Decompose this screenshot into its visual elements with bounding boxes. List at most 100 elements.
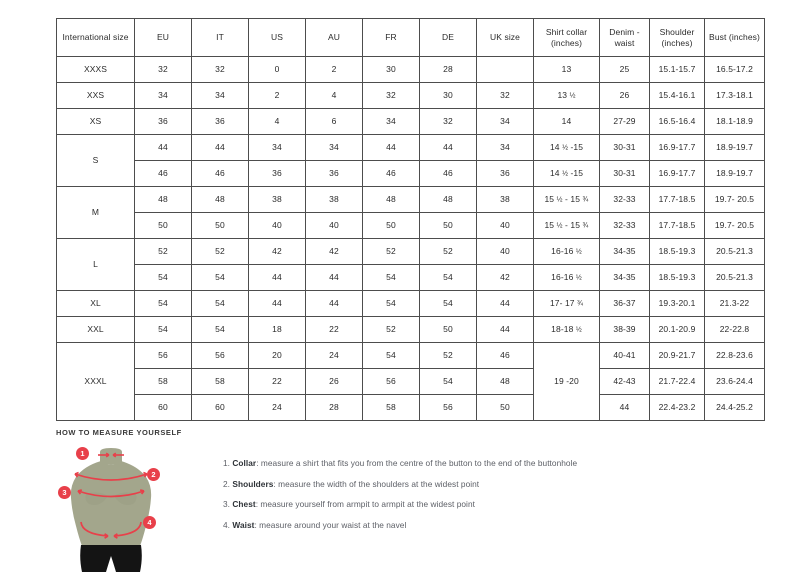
table-cell: 18.5-19.3 — [649, 238, 705, 265]
table-cell: 54 — [134, 264, 192, 291]
size-chart-table: International size EU IT US AU FR DE UK size Shi… — [56, 18, 765, 421]
size-label-cell: XS — [56, 108, 135, 135]
table-header: International size EU IT US AU FR DE UK size Shi… — [56, 18, 765, 57]
table-cell: 21.3-22 — [704, 290, 765, 317]
table-cell: 34 — [134, 82, 192, 109]
table-cell: 44 — [134, 134, 192, 161]
table-cell: 52 — [362, 316, 420, 343]
table-cell: 15.1-15.7 — [649, 56, 705, 83]
table-cell: 54 — [419, 368, 477, 395]
table-cell: 56 — [191, 342, 249, 369]
table-cell: 18 — [248, 316, 306, 343]
body-measurement-diagram: 1 2 3 4 — [56, 446, 168, 574]
table-column-header-11: Bust (inches) — [704, 18, 765, 57]
table-cell: 36 — [305, 160, 363, 187]
table-cell: 15 ½ - 15 ¾ — [533, 212, 600, 239]
table-cell: 44 — [362, 134, 420, 161]
size-label-cell: XXXS — [56, 56, 135, 83]
table-column-header-3: US — [248, 18, 306, 57]
table-cell: 44 — [305, 264, 363, 291]
table-row: 60 60 24 28 58 56 50 44 22.4-23.2 24.4-25.2 — [57, 394, 765, 421]
table-cell: 32 — [476, 82, 534, 109]
table-column-header-2: IT — [191, 18, 249, 57]
table-cell: 16.5-16.4 — [649, 108, 705, 135]
table-cell: 20 — [248, 342, 306, 369]
table-cell: 32 — [419, 108, 477, 135]
table-cell: 38-39 — [599, 316, 650, 343]
table-cell: 34-35 — [599, 264, 650, 291]
table-cell: 19 -20 — [533, 342, 600, 421]
table-cell: 56 — [362, 368, 420, 395]
instruction-text: : measure a shirt that fits you from the… — [256, 458, 578, 468]
measure-instruction-1: 1. Collar: measure a shirt that fits you… — [223, 458, 577, 469]
table-row: XL 54 54 44 44 54 54 44 17- 17 ¾ 36-37 19.3-20.1 21… — [56, 290, 765, 317]
table-cell: 54 — [191, 316, 249, 343]
table-cell: 54 — [362, 342, 420, 369]
table-cell: 17- 17 ¾ — [533, 290, 600, 317]
measure-badge-2: 2 — [147, 468, 160, 481]
table-cell: 32 — [191, 56, 249, 83]
size-label-cell: XXL — [56, 316, 135, 343]
table-cell: 28 — [305, 394, 363, 421]
table-cell: 58 — [362, 394, 420, 421]
table-cell: 34 — [476, 108, 534, 135]
neck-shape — [100, 448, 122, 465]
instruction-term: Chest — [232, 499, 256, 510]
table-cell: 50 — [134, 212, 192, 239]
table-cell: 26 — [305, 368, 363, 395]
table-cell: 32-33 — [599, 212, 650, 239]
table-cell: 16.9-17.7 — [649, 160, 705, 187]
table-cell: 24 — [305, 342, 363, 369]
table-cell: 40 — [476, 238, 534, 265]
table-cell: 44 — [248, 264, 306, 291]
table-row: XXS 34 34 2 4 32 30 32 13 ½ 26 15.4-16.1 17.3-18.1 — [56, 82, 765, 109]
instruction-term: Collar — [232, 458, 257, 468]
shoulder-measure-arrow — [74, 471, 148, 481]
table-cell: 36 — [134, 108, 192, 135]
table-cell: 42 — [248, 238, 306, 265]
table-column-header-6: DE — [419, 18, 477, 57]
table-cell: 50 — [362, 212, 420, 239]
table-cell: 48 — [191, 186, 249, 213]
table-cell: 23.6-24.4 — [704, 368, 765, 395]
how-to-measure-section: HOW TO MEASURE YOURSELF — [56, 428, 756, 574]
table-cell: 34 — [191, 82, 249, 109]
table-cell: 18.5-19.3 — [649, 264, 705, 291]
table-cell: 46 — [134, 160, 192, 187]
table-cell: 44 — [476, 290, 534, 317]
table-cell: 46 — [419, 160, 477, 187]
table-cell: 54 — [191, 264, 249, 291]
table-cell: 19.7- 20.5 — [704, 186, 765, 213]
table-cell: 17.7-18.5 — [649, 186, 705, 213]
table-cell: 50 — [419, 212, 477, 239]
table-cell: 30 — [362, 56, 420, 83]
table-header-row: International size EU IT US AU FR DE UK size Shi… — [56, 18, 765, 57]
table-cell: 19.7- 20.5 — [704, 212, 765, 239]
table-cell: 18-18 ½ — [533, 316, 600, 343]
table-column-header-5: FR — [362, 18, 420, 57]
table-row: XXXL 56 56 20 24 54 52 46 19 -20 40-41 20.9-21.7 22… — [56, 342, 765, 421]
table-row: L 52 52 42 42 52 52 40 16-16 ½ 34-35 18.5-19.3 20.5… — [56, 238, 765, 291]
table-cell: 44 — [476, 316, 534, 343]
how-to-measure-body: 1 2 3 4 1. Collar: measure a shirt that … — [56, 446, 756, 574]
size-chart-table-container: International size EU IT US AU FR DE UK size Shi… — [56, 18, 765, 421]
table-row: XXL 54 54 18 22 52 50 44 18-18 ½ 38-39 20.1-20.9 22… — [56, 316, 765, 343]
table-cell: 13 — [533, 56, 600, 83]
table-cell: 17.7-18.5 — [649, 212, 705, 239]
table-column-header-0: International size — [56, 18, 135, 57]
measure-badge-3: 3 — [58, 486, 71, 499]
table-cell: 60 — [191, 394, 249, 421]
table-cell: 38 — [476, 186, 534, 213]
table-cell: 46 — [191, 160, 249, 187]
table-cell: 52 — [134, 238, 192, 265]
table-cell: 6 — [305, 108, 363, 135]
table-cell: 58 — [134, 368, 192, 395]
table-cell: 19.3-20.1 — [649, 290, 705, 317]
table-row: 54 54 44 44 54 54 42 16-16 ½ 34-35 18.5-19.3 20.5-… — [57, 264, 765, 291]
chest-measure-arrow — [77, 489, 145, 498]
table-cell: 42 — [305, 238, 363, 265]
table-cell: 44 — [305, 290, 363, 317]
table-cell: 60 — [134, 394, 192, 421]
table-cell: 28 — [419, 56, 477, 83]
measure-instructions-list: 1. Collar: measure a shirt that fits you… — [223, 446, 577, 541]
